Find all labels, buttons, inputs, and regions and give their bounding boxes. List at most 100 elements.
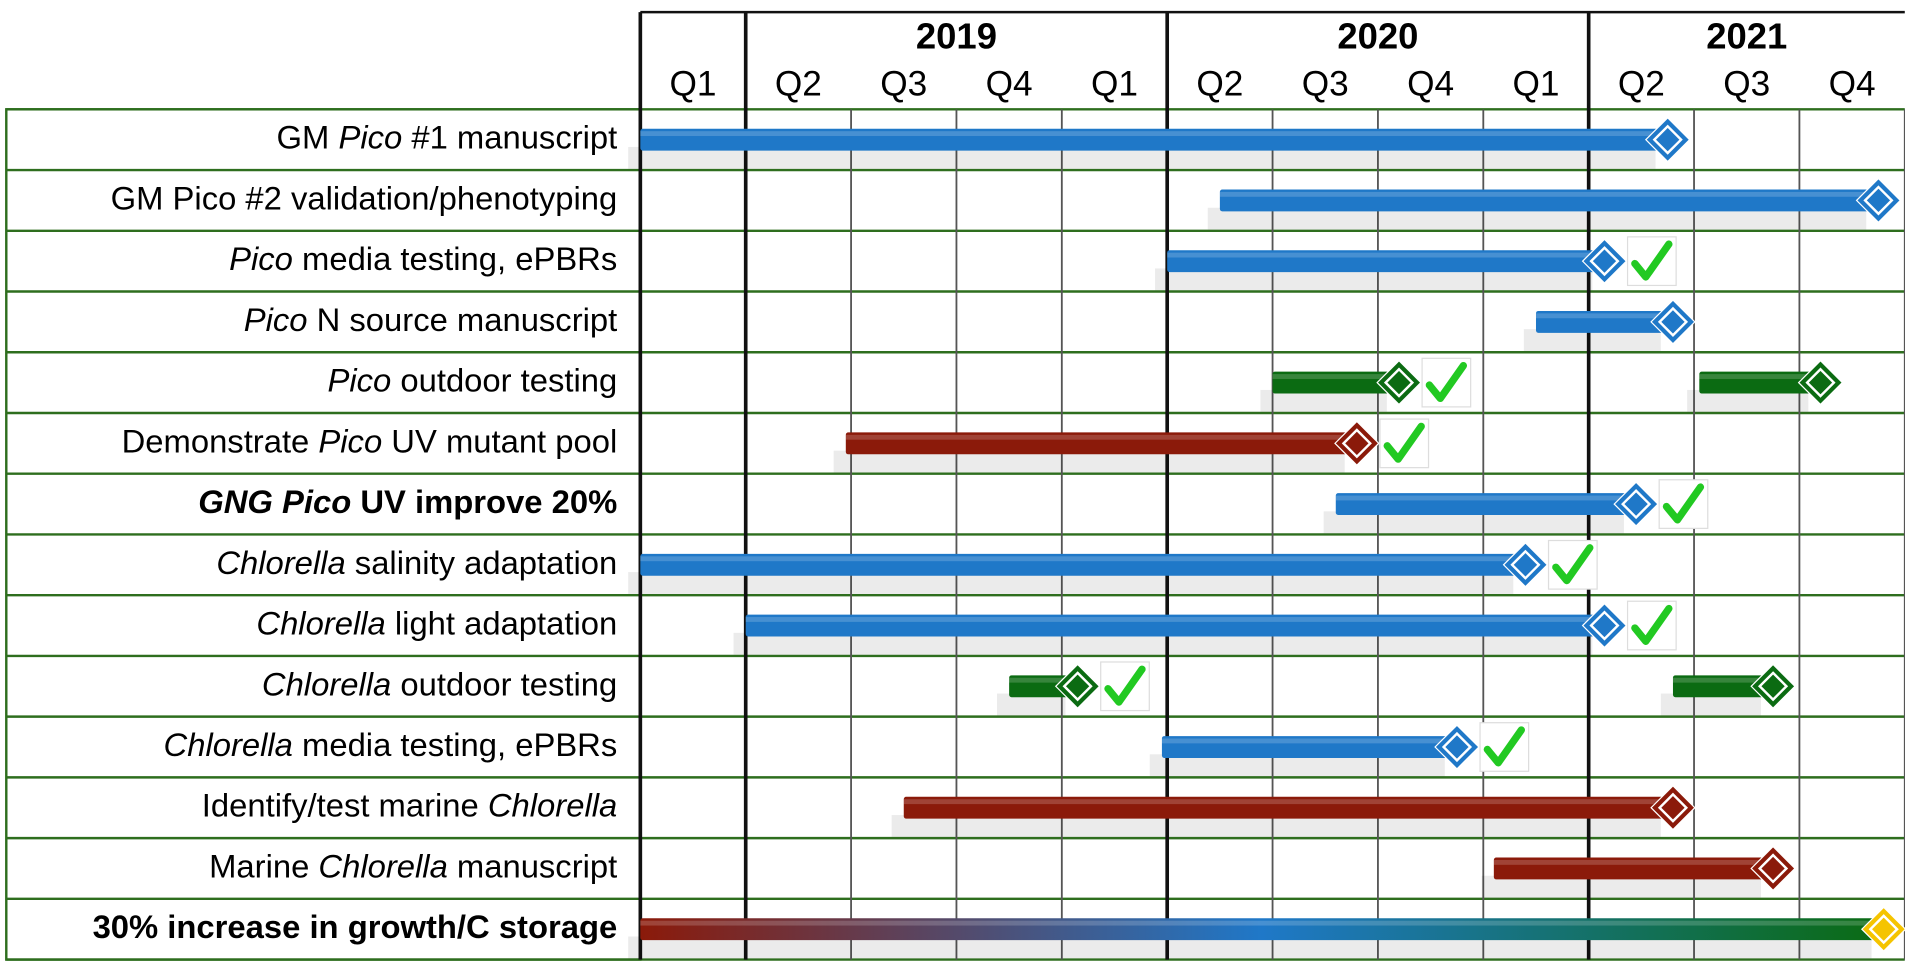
bar-shadow — [1207, 207, 1867, 230]
task-bar — [1699, 371, 1821, 394]
bar-shadow — [1260, 389, 1387, 412]
year-label: 2020 — [1337, 15, 1418, 56]
check-mark — [1631, 240, 1673, 281]
task-label-part: Pico — [318, 422, 382, 459]
milestone — [1797, 359, 1844, 406]
task-label: Chlorella media testing, ePBRs — [164, 726, 618, 763]
milestone — [1613, 481, 1659, 527]
task-label-part: Pico — [229, 240, 293, 277]
task-bar — [845, 432, 1357, 455]
milestone-inner — [1341, 428, 1372, 459]
quarter-label: Q1 — [1091, 65, 1138, 104]
quarter-label: Q3 — [1723, 65, 1770, 104]
quarter-label: Q1 — [1512, 65, 1559, 104]
task-label-part: Chlorella — [262, 665, 391, 702]
milestone — [1750, 663, 1796, 709]
task-label: GNG Pico UV improve 20% — [198, 483, 617, 520]
bar-shadow — [1149, 754, 1445, 777]
milestone — [1334, 420, 1380, 467]
bar-highlight — [1219, 191, 1879, 197]
task-label-part: manuscript — [448, 847, 617, 884]
bar-shadow — [1155, 268, 1593, 291]
milestone-inner — [1621, 488, 1652, 520]
milestone-inner — [1657, 306, 1689, 337]
bar-highlight — [1335, 495, 1637, 501]
bar-shadow — [1687, 389, 1809, 412]
quarter-label: Q1 — [670, 65, 717, 104]
task-bar — [1161, 736, 1457, 758]
task-label: Chlorella salinity adaptation — [216, 543, 617, 580]
task-bar — [745, 614, 1605, 637]
task-bar — [1219, 189, 1879, 212]
task-label: Pico N source manuscript — [244, 301, 618, 338]
milestone-inner — [1652, 124, 1683, 155]
task-label-part: GNG Pico — [198, 483, 351, 520]
task-label-part: light adaptation — [386, 604, 617, 641]
year-label: 2019 — [916, 15, 997, 56]
task-label: Chlorella outdoor testing — [262, 665, 617, 702]
task-bar — [1335, 493, 1637, 516]
bar-shadow — [733, 632, 1593, 655]
task-label-part: #1 manuscript — [402, 118, 617, 155]
task-label-part: GM — [277, 118, 339, 155]
task-label-part: Marine — [209, 847, 318, 884]
task-bar — [640, 553, 1526, 576]
task-label: GM Pico #1 manuscript — [277, 118, 618, 155]
year-label: 2021 — [1706, 15, 1787, 56]
milestone-inner — [1805, 367, 1836, 398]
bar-shadow — [628, 572, 1514, 594]
task-bar — [1272, 371, 1400, 394]
task-label: Demonstrate Pico UV mutant pool — [122, 422, 618, 459]
quarter-label: Q4 — [1829, 65, 1876, 104]
task-label: GM Pico #2 validation/phenotyping — [111, 179, 618, 216]
bar-shadow — [628, 936, 1872, 959]
bar-highlight — [1493, 859, 1774, 865]
task-label-part: UV mutant pool — [382, 422, 617, 459]
task-bar — [1167, 250, 1605, 273]
milestone-inner — [1062, 671, 1093, 702]
bar-highlight — [640, 556, 1526, 562]
quarter-label: Q3 — [1302, 65, 1349, 104]
milestone — [1855, 177, 1902, 224]
milestone-inner — [1589, 246, 1620, 277]
task-label: Pico media testing, ePBRs — [229, 240, 617, 277]
milestone — [1750, 845, 1796, 892]
milestone-inner — [1868, 914, 1899, 945]
task-label: 30% increase in growth/C storage — [93, 908, 618, 945]
task-label-part: outdoor testing — [391, 361, 617, 398]
task-label: Marine Chlorella manuscript — [209, 847, 617, 884]
bar-shadow — [996, 693, 1066, 716]
task-label: Pico outdoor testing — [327, 361, 617, 398]
milestone — [1581, 238, 1628, 284]
check-mark — [1383, 422, 1425, 463]
bar-highlight — [903, 799, 1673, 805]
check-mark — [1425, 361, 1468, 403]
milestone — [1434, 724, 1480, 770]
task-label-part: GM Pico #2 validation/phenotyping — [111, 179, 618, 216]
quarter-label: Q2 — [1618, 65, 1665, 104]
milestone — [1650, 299, 1696, 345]
milestone — [1581, 602, 1628, 649]
bar-highlight — [1535, 313, 1673, 319]
milestone — [1644, 116, 1691, 163]
bar-shadow — [891, 815, 1661, 837]
task-bar — [1535, 310, 1673, 333]
milestone-inner — [1589, 610, 1620, 641]
task-label-part: outdoor testing — [391, 665, 617, 702]
milestone-inner — [1383, 367, 1415, 398]
bar-highlight — [1272, 374, 1400, 379]
task-label-part: Pico — [327, 361, 391, 398]
task-label: Identify/test marine Chlorella — [202, 786, 617, 823]
bar-shadow — [833, 450, 1345, 473]
milestone-inner — [1510, 549, 1541, 580]
bar-highlight — [1672, 677, 1774, 683]
milestone — [1860, 906, 1905, 952]
bar-highlight — [745, 617, 1605, 622]
bar-highlight — [640, 920, 1884, 926]
milestone-inner — [1863, 185, 1894, 216]
bar-highlight — [1167, 252, 1605, 258]
quarter-label: Q2 — [775, 65, 822, 104]
task-bar — [640, 128, 1668, 151]
task-label: Chlorella light adaptation — [256, 604, 617, 641]
task-label-part: UV improve 20% — [351, 483, 617, 520]
